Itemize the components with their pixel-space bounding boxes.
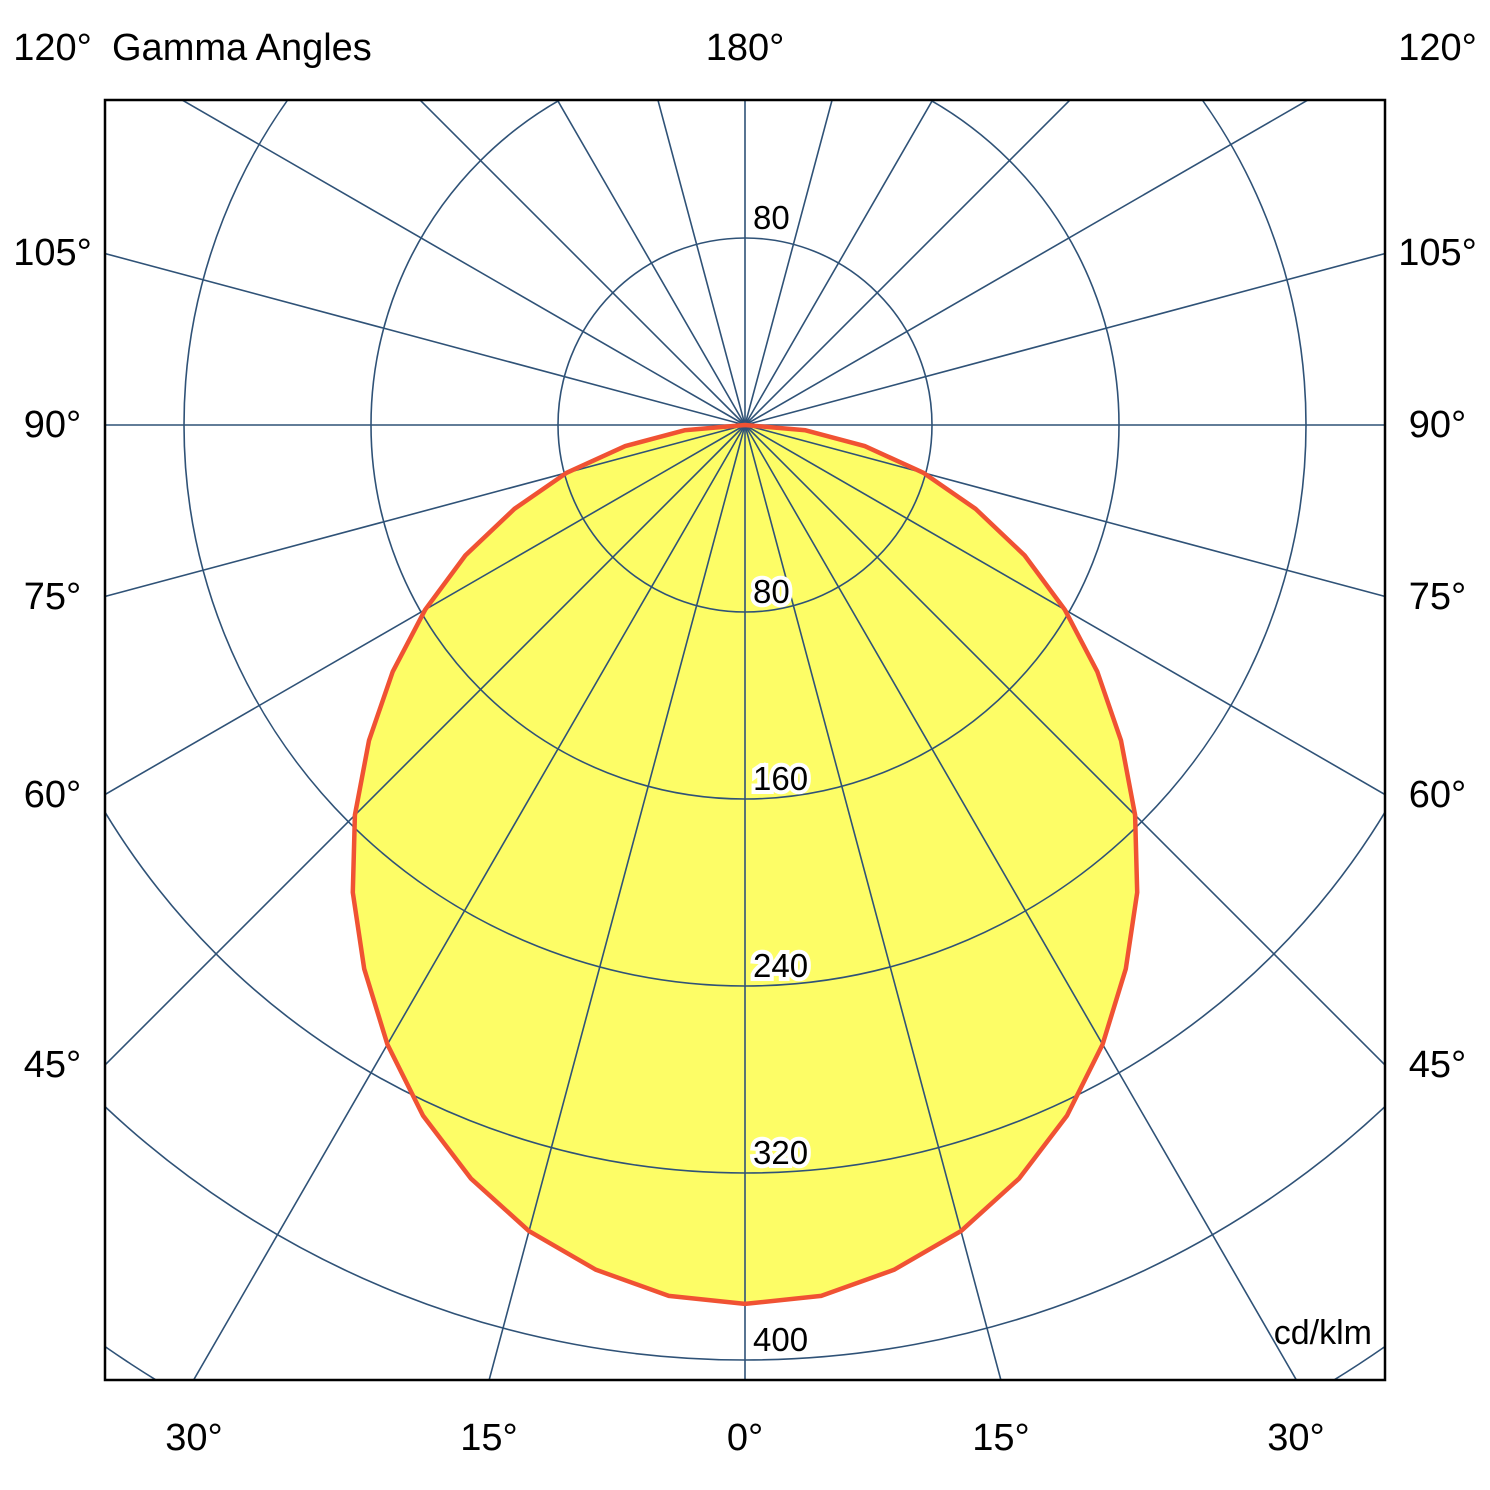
intensity-curve (350, 422, 1140, 1307)
gamma-label-top-left: 120° (13, 27, 92, 69)
angular-grid-line (105, 252, 746, 426)
gamma-label-left-60: 60° (23, 774, 82, 816)
gamma-label-bottom-15-left: 15° (460, 1417, 518, 1459)
gamma-label-right-90: 90° (1408, 404, 1467, 446)
gamma-label-right-60: 60° (1408, 774, 1467, 816)
angular-grid-line (744, 252, 1385, 426)
angular-grid-line (105, 424, 746, 598)
angular-grid-line (744, 424, 1002, 1380)
gamma-label-left-90: 90° (23, 404, 82, 446)
angular-grid-line (744, 424, 1385, 1067)
angular-grid-line (744, 424, 1298, 1380)
angular-grid-line (744, 100, 833, 426)
chart-title: Gamma Angles (112, 27, 372, 69)
gamma-label-bottom-0: 0° (726, 1417, 764, 1459)
angular-grid-line (744, 424, 1385, 796)
angular-grid-line (488, 424, 746, 1380)
radial-tick-label: 80 (753, 199, 790, 236)
radial-tick-label: 240 (753, 947, 808, 984)
angular-grid-line (192, 424, 746, 1380)
radial-tick-label: 80 (753, 573, 790, 610)
gamma-label-right-75: 75° (1408, 576, 1467, 618)
radial-tick-label: 160 (753, 760, 808, 797)
angular-grid-line (180, 100, 746, 426)
angular-grid-line (744, 100, 1310, 426)
radial-tick-label: 400 (753, 1321, 808, 1358)
angular-grid-line (556, 100, 746, 426)
gamma-label-bottom-30-right: 30° (1267, 1417, 1325, 1459)
gamma-label-bottom-30-left: 30° (165, 1417, 223, 1459)
angular-grid-line (744, 100, 934, 426)
angular-grid-line (105, 424, 746, 796)
gamma-label-bottom-15-right: 15° (972, 1417, 1030, 1459)
unit-label: cd/klm (1273, 1314, 1372, 1352)
plot-border (103, 98, 1387, 1382)
angular-grid-line (418, 100, 746, 426)
gamma-label-left-45: 45° (23, 1044, 82, 1086)
gamma-label-top-right: 120° (1398, 27, 1477, 69)
gamma-label-right-105: 105° (1398, 232, 1477, 274)
angular-grid-line (105, 424, 746, 1067)
gamma-label-top-center: 180° (705, 27, 785, 69)
angular-grid-line (657, 100, 746, 426)
angular-grid-line (744, 100, 1072, 426)
gamma-label-right-45: 45° (1408, 1044, 1467, 1086)
curve-stroke-layer (350, 422, 1140, 1307)
angular-grid-line (744, 424, 1385, 598)
gamma-label-left-75: 75° (23, 576, 82, 618)
radial-tick-labels: 80 80 160 240 320 400 (749, 195, 812, 1362)
gamma-label-left-105: 105° (13, 232, 92, 274)
radial-tick-label: 320 (753, 1134, 808, 1171)
